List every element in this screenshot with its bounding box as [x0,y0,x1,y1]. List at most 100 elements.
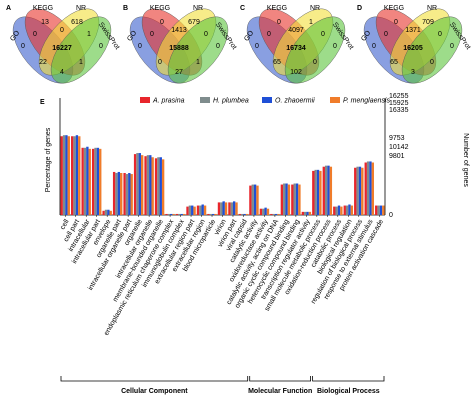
bar [67,136,70,215]
bar [65,135,68,215]
bar [125,174,129,215]
venn-count: 0 [321,31,325,38]
venn-count: 1 [87,31,91,38]
venn-set-label: NR [427,5,437,12]
bar [350,205,354,215]
bar [136,153,139,215]
bar [228,202,231,215]
bar [377,205,380,215]
bar [115,173,118,215]
bar [186,206,189,215]
bar [295,183,299,215]
bar [329,166,333,215]
venn-count: 0 [333,43,337,50]
bar [304,211,307,215]
group-label: Biological Process [317,388,380,395]
venn-count: 0 [60,27,64,34]
bar [238,213,242,215]
bar [301,211,305,215]
bar [266,208,270,215]
bar [312,170,315,215]
venn-letter: A [6,5,11,12]
venn-set-label: NR [310,5,320,12]
bar [256,185,259,215]
bar [159,157,162,215]
venn-count: 0 [138,43,142,50]
bar [78,136,81,215]
bar [382,205,385,215]
group-bracket [249,376,312,382]
venn-count: 0 [313,59,317,66]
venn-count: 13 [41,19,49,26]
bar [109,210,112,215]
y2-tick-label: 15925 [389,100,409,107]
bar [199,205,202,215]
bar [146,155,150,215]
venn-count: 0 [99,43,103,50]
venn-letter: C [240,5,245,12]
bar [285,183,288,215]
bar [107,209,110,215]
bar [157,157,160,215]
venn-count: 1413 [171,27,187,34]
venn-count: 0 [255,43,259,50]
bar [366,161,370,215]
bar [217,202,221,215]
bar [232,201,236,215]
bar [91,148,95,215]
y-axis-label: Percentage of genes [45,127,52,192]
venn-count: 618 [71,19,83,26]
legend-label: O. zhaoermii [275,97,315,104]
bar [322,166,325,215]
bar [283,183,286,215]
group-label: Cellular Component [121,388,188,395]
bar [178,213,181,215]
venn-count: 16205 [403,45,423,52]
bar [71,136,74,215]
bar [230,202,233,215]
bar [154,158,158,215]
bar [81,147,84,215]
venn-set-label: KEGG [150,5,170,12]
bar [259,208,263,215]
bar [120,173,123,215]
bar [140,155,144,215]
bar [172,213,175,215]
bar [369,161,372,215]
venn-set-label: KEGG [384,5,404,12]
venn-count: 16227 [52,45,72,52]
venn-count: 0 [216,43,220,50]
legend-label: P. menglaensis [343,97,390,104]
bar [75,135,79,215]
bar [167,213,171,215]
bar [62,135,66,215]
venn-set [167,16,229,84]
bar [243,213,246,215]
bar [264,207,267,215]
bar [337,205,341,215]
y2-tick-label: 16255 [389,93,409,100]
venn-count: 65 [273,59,281,66]
venn-count: 0 [33,31,37,38]
y2-tick-label: 9801 [389,153,405,160]
bar [175,213,179,215]
bar [209,213,213,215]
x-tick-label: cell [59,218,71,231]
venn-count: 0 [430,59,434,66]
bar [86,146,89,215]
y2-axis-label: Number of genes [462,133,469,187]
venn-count: 1 [79,59,83,66]
venn-count: 22 [39,59,47,66]
venn-letter: D [357,5,362,12]
venn-count: 1371 [405,27,421,34]
bar [270,213,273,215]
bar [249,185,252,215]
bar [354,167,357,215]
bar [245,213,249,215]
venn-count: 0 [277,19,281,26]
venn-count: 0 [160,19,164,26]
bar [235,202,238,215]
bar [203,205,207,215]
panel-label: E [40,99,45,106]
